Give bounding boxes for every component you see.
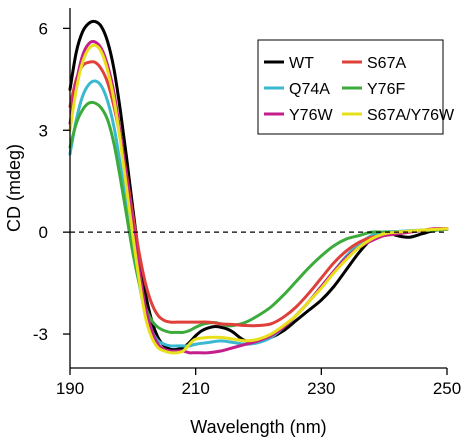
x-tick-label: 230 bbox=[307, 379, 335, 398]
legend-label-y76f: Y76F bbox=[367, 81, 405, 98]
legend-label-wt: WT bbox=[289, 55, 314, 72]
series-line-y76f bbox=[68, 100, 449, 334]
series-line-wt bbox=[68, 19, 449, 352]
legend-items: WT S67A Q74A Y76F Y76W S67A/Y76W bbox=[264, 55, 455, 124]
y-axis-label: CD (mdeg) bbox=[4, 144, 24, 232]
y-tick-label: 0 bbox=[39, 223, 48, 242]
y-ticks: -3 0 3 6 bbox=[33, 19, 70, 344]
series-line-s67a bbox=[68, 60, 449, 328]
plot-lines bbox=[68, 19, 449, 355]
series-line-s67a-y76w bbox=[68, 43, 449, 355]
legend-label-s67a-y76w: S67A/Y76W bbox=[367, 107, 455, 124]
legend-label-s67a: S67A bbox=[367, 55, 406, 72]
x-axis-label: Wavelength (nm) bbox=[190, 417, 326, 437]
legend: WT S67A Q74A Y76F Y76W S67A/Y76W bbox=[257, 39, 455, 135]
y-tick-label: 6 bbox=[39, 19, 48, 38]
y-tick-label: 3 bbox=[39, 121, 48, 140]
legend-label-y76w: Y76W bbox=[289, 107, 333, 124]
legend-label-q74a: Q74A bbox=[289, 81, 330, 98]
axes: 190 210 230 250 -3 0 3 6 Wavelength (nm) CD (m… bbox=[4, 8, 461, 437]
x-tick-label: 210 bbox=[181, 379, 209, 398]
x-tick-label: 250 bbox=[433, 379, 461, 398]
y-tick-label: -3 bbox=[33, 325, 48, 344]
x-tick-label: 190 bbox=[56, 379, 84, 398]
x-ticks: 190 210 230 250 bbox=[56, 368, 461, 398]
